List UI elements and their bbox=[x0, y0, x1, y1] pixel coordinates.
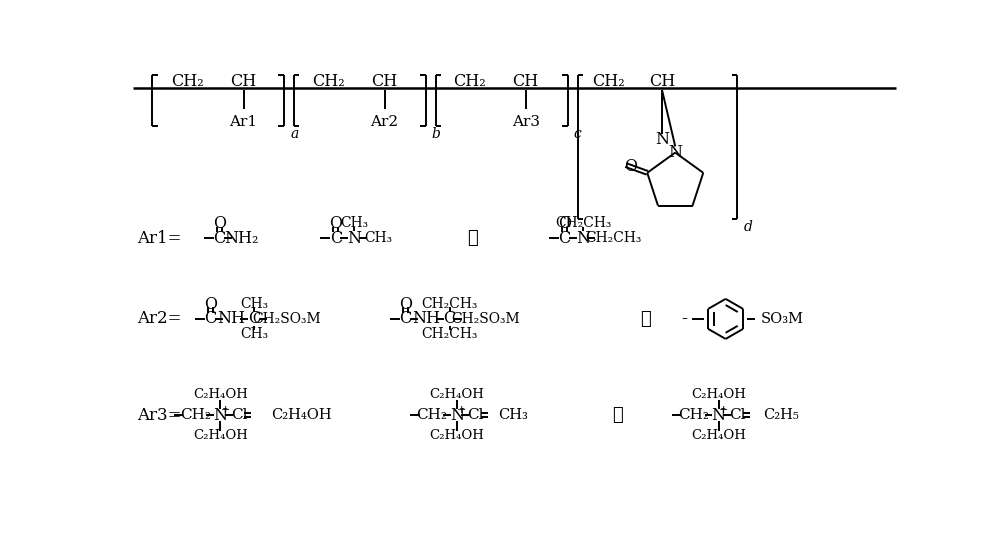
Text: CH₂SO₃M: CH₂SO₃M bbox=[252, 312, 321, 326]
Text: CH₃: CH₃ bbox=[240, 297, 268, 311]
Text: NH₂: NH₂ bbox=[224, 230, 258, 247]
Text: N: N bbox=[576, 230, 590, 247]
Text: Ar3: Ar3 bbox=[512, 115, 540, 129]
Text: O: O bbox=[558, 215, 571, 232]
Text: CH₃: CH₃ bbox=[499, 408, 528, 422]
Text: C₂H₅: C₂H₅ bbox=[764, 408, 799, 422]
Text: SO₃M: SO₃M bbox=[761, 312, 804, 326]
Text: CH: CH bbox=[649, 73, 675, 90]
Text: CH₂: CH₂ bbox=[678, 408, 709, 422]
Text: C₂H₄OH: C₂H₄OH bbox=[429, 388, 484, 401]
Text: CH: CH bbox=[372, 73, 398, 90]
Text: Ar3=: Ar3= bbox=[137, 407, 181, 424]
Text: O: O bbox=[204, 296, 217, 313]
Text: N: N bbox=[347, 230, 361, 247]
Text: CH₃: CH₃ bbox=[364, 231, 392, 245]
Text: +: + bbox=[457, 405, 466, 415]
Text: Cl: Cl bbox=[467, 408, 484, 422]
Text: C: C bbox=[399, 310, 412, 327]
Text: d: d bbox=[743, 220, 752, 234]
Text: Ar1: Ar1 bbox=[230, 115, 258, 129]
Text: CH₂: CH₂ bbox=[171, 73, 203, 90]
Text: N: N bbox=[213, 407, 227, 424]
Text: C: C bbox=[558, 230, 571, 247]
Text: C: C bbox=[213, 230, 226, 247]
Text: CH: CH bbox=[513, 73, 539, 90]
Text: O: O bbox=[213, 215, 226, 232]
Text: -: - bbox=[682, 310, 688, 328]
Text: CH₃: CH₃ bbox=[240, 327, 268, 341]
Text: Ar1=: Ar1= bbox=[137, 230, 181, 247]
Text: C₂H₄OH: C₂H₄OH bbox=[193, 388, 248, 401]
Text: O: O bbox=[399, 296, 412, 313]
Text: 或: 或 bbox=[467, 229, 478, 247]
Text: O: O bbox=[329, 215, 342, 232]
Text: CH₂CH₃: CH₂CH₃ bbox=[422, 297, 478, 311]
Text: Ar2: Ar2 bbox=[371, 115, 399, 129]
Text: NH: NH bbox=[412, 310, 440, 327]
Text: 或: 或 bbox=[612, 406, 622, 424]
Text: NH: NH bbox=[217, 310, 245, 327]
Text: CH₂SO₃M: CH₂SO₃M bbox=[451, 312, 520, 326]
Text: CH₂CH₃: CH₂CH₃ bbox=[585, 231, 641, 245]
Text: N: N bbox=[450, 407, 464, 424]
Text: O: O bbox=[624, 158, 637, 175]
Text: Cl: Cl bbox=[231, 408, 247, 422]
Text: CH₂: CH₂ bbox=[592, 73, 625, 90]
Text: b: b bbox=[432, 127, 441, 141]
Text: C: C bbox=[444, 310, 456, 327]
Text: CH₂CH₃: CH₂CH₃ bbox=[555, 217, 611, 231]
Text: C: C bbox=[204, 310, 216, 327]
Text: N: N bbox=[712, 407, 726, 424]
Text: CH₂: CH₂ bbox=[180, 408, 211, 422]
Text: 或: 或 bbox=[640, 310, 651, 328]
Text: c: c bbox=[574, 127, 581, 141]
Text: C₂H₄OH: C₂H₄OH bbox=[429, 429, 484, 442]
Text: CH₃: CH₃ bbox=[340, 217, 368, 231]
Text: Ar2=: Ar2= bbox=[137, 310, 181, 327]
Text: C: C bbox=[330, 230, 342, 247]
Text: CH₂: CH₂ bbox=[453, 73, 485, 90]
Text: CH₂: CH₂ bbox=[312, 73, 344, 90]
Text: CH₂: CH₂ bbox=[416, 408, 447, 422]
Text: CH: CH bbox=[230, 73, 257, 90]
Text: N: N bbox=[655, 131, 669, 148]
Text: CH₂CH₃: CH₂CH₃ bbox=[422, 327, 478, 341]
Text: C₂H₄OH: C₂H₄OH bbox=[691, 429, 746, 442]
Text: C₂H₄OH: C₂H₄OH bbox=[193, 429, 248, 442]
Text: C: C bbox=[248, 310, 261, 327]
Text: C₂H₄OH: C₂H₄OH bbox=[271, 408, 332, 422]
Text: +: + bbox=[719, 405, 728, 415]
Text: a: a bbox=[290, 127, 298, 141]
Text: Cl: Cl bbox=[729, 408, 746, 422]
Text: +: + bbox=[220, 405, 230, 415]
Text: C₂H₄OH: C₂H₄OH bbox=[691, 388, 746, 401]
Text: N: N bbox=[668, 144, 682, 161]
